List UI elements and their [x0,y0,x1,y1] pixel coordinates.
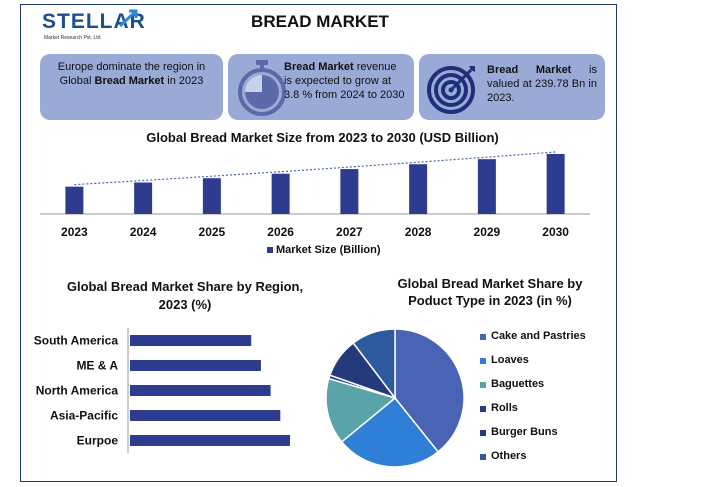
bar-2025 [202,178,221,214]
bar-2027 [340,169,359,214]
bar-2024 [134,182,153,214]
pie-legend-label: Cake and Pastries [491,330,586,342]
y-tick-eurpoe: Eurpoe [77,434,119,448]
pie-slice-others [352,328,396,401]
pie-legend-swatch [480,382,486,388]
page-title: BREAD MARKET [251,12,389,31]
pie-legend-item: Baguettes [480,378,610,402]
pie-legend-label: Baguettes [491,378,545,390]
pie-legend-item: Loaves [480,354,610,378]
x-tick-2029: 2029 [474,225,501,239]
pie-legend-swatch [480,358,486,364]
legend-label: Market Size (Billion) [276,244,381,256]
hbar-south-america [130,335,252,346]
x-tick-2024: 2024 [130,225,157,239]
value-card-post: is valued at 239.78 Bn in 2023. [487,64,597,104]
pie-chart-title: Global Bread Market Share by Poduct Type… [397,276,583,308]
pie-legend-item: Others [480,450,610,474]
pie-legend-swatch [480,454,486,460]
logo-subtitle: Market Research Pvt. Ltd. [44,35,102,41]
x-tick-2026: 2026 [267,225,294,239]
bar-2026 [271,173,290,214]
growth-card-text: Bread Market revenue is expected to grow… [284,60,406,102]
y-tick-north-america: North America [36,384,119,398]
logo-wordmark: STELLAR [42,10,146,33]
hbar-eurpoe [130,435,290,446]
pie-slice-baguettes [325,377,397,443]
pie-legend-item: Burger Buns [480,426,610,450]
region-card-post: in 2023 [164,75,204,87]
pie-legend-label: Loaves [491,354,529,366]
pie-legend-item: Cake and Pastries [480,330,610,354]
legend-swatch [267,247,273,253]
y-tick-asia-pacific: Asia-Pacific [50,409,118,423]
pie-legend-swatch [480,430,486,436]
logo: STELLAR Market Research Pvt. Ltd. [40,8,150,46]
bar-2029 [477,159,496,214]
hbar-asia-pacific [130,410,281,421]
logo-arrow-icon [118,9,138,28]
bar-2023 [65,186,84,214]
region-card-text: Europe dominate the region in Global [57,61,206,87]
pie-legend-swatch [480,334,486,340]
pie-legend-item: Rolls [480,402,610,426]
value-card: Bread Market is valued at 239.78 Bn in 2… [419,54,605,120]
pie-legend-label: Burger Buns [491,426,558,438]
value-card-text: Bread Market is valued at 239.78 Bn in 2… [487,63,597,105]
x-tick-2023: 2023 [61,225,88,239]
x-tick-2030: 2030 [542,225,569,239]
pie-slice-loaves [340,396,440,468]
hbar-north-america [130,385,271,396]
region-card-bold: Bread Market [94,75,165,87]
x-tick-2028: 2028 [405,225,432,239]
growth-card-post: revenue is expected to grow at 3.8 % fro… [284,61,405,101]
bar-2028 [409,164,428,214]
y-tick-me-a: ME & A [76,359,118,373]
value-card-bold: Bread Market [487,64,572,76]
region-chart-title: Global Bread Market Share by Region, 202… [66,279,304,312]
pie-legend-label: Others [491,450,527,462]
target-icon [427,66,475,114]
infographic-frame [20,4,617,482]
growth-card: Bread Market revenue is expected to grow… [228,54,414,120]
pie-legend: Cake and Pastries Loaves Baguettes Rolls Bur… [480,330,610,474]
hbar-me-a [130,360,261,371]
x-tick-2027: 2027 [336,225,363,239]
pie-legend-swatch [480,406,486,412]
x-tick-2025: 2025 [199,225,226,239]
pie-slice-cake-and-pastries [394,328,465,453]
bar-chart-title: Global Bread Market Size from 2023 to 20… [146,130,499,145]
stopwatch-icon [238,60,286,116]
bar-2030 [546,153,565,214]
trend-line [74,151,556,186]
y-tick-south-america: South America [34,334,119,348]
pie-legend-label: Rolls [491,402,518,414]
region-card: Europe dominate the region in Global Bre… [40,54,223,120]
growth-card-bold: Bread Market [284,61,354,73]
